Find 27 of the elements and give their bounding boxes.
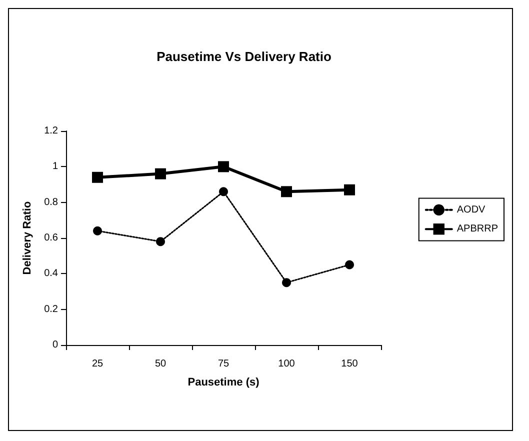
y-tick-label: 0.4 (44, 268, 58, 280)
point (155, 168, 166, 180)
x-tick-label: 100 (278, 358, 296, 370)
legend-label: APBRRP (456, 224, 498, 235)
point (93, 226, 102, 236)
x-tick-label: 25 (92, 358, 104, 370)
point (281, 186, 292, 198)
point (92, 172, 103, 183)
point (219, 187, 228, 196)
point (344, 184, 355, 196)
point (345, 260, 354, 270)
y-tick-label: 1 (52, 161, 58, 172)
y-tick-label: 1.2 (44, 126, 58, 136)
x-axis-title: Pausetime (s) (188, 376, 260, 388)
point (218, 161, 229, 172)
point (282, 278, 291, 288)
point (156, 237, 165, 246)
x-tick-label: 75 (218, 358, 230, 370)
x-tick-label: 50 (154, 358, 166, 370)
y-tick-label: 0 (52, 340, 58, 350)
y-axis-title: Delivery Ratio (22, 201, 34, 275)
legend-label: AODV (456, 204, 486, 216)
chart-title: Pausetime Vs Delivery Ratio (156, 49, 332, 64)
y-tick-label: 0.6 (44, 232, 58, 244)
y-tick-label: 0.2 (44, 304, 58, 315)
y-tick-label: 0.8 (44, 196, 58, 208)
x-tick-label: 150 (341, 358, 358, 370)
